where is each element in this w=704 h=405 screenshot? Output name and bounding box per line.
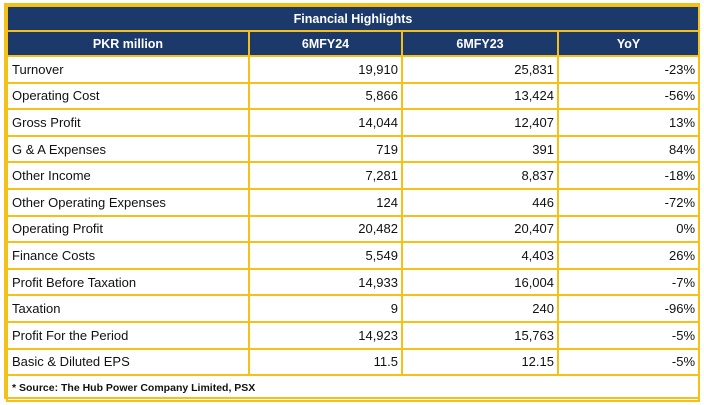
cell-metric-label: Other Income bbox=[6, 161, 250, 190]
cell-6mfy23-value: 12.15 bbox=[401, 347, 559, 377]
cell-6mfy23-value: 12,407 bbox=[401, 108, 559, 137]
cell-6mfy23-value: 446 bbox=[401, 187, 559, 217]
cell-6mfy24-value: 9 bbox=[248, 294, 403, 323]
table-row: Turnover 19,910 25,831 -23% bbox=[6, 55, 701, 84]
financial-highlights-table: Financial Highlights PKR million 6MFY24 … bbox=[5, 5, 701, 403]
cell-metric-label: G & A Expenses bbox=[6, 134, 250, 164]
cell-6mfy23-value: 13,424 bbox=[401, 81, 559, 111]
cell-metric-label: Turnover bbox=[6, 55, 250, 84]
cell-6mfy24-value: 5,866 bbox=[248, 81, 403, 111]
column-header-metric: PKR million bbox=[6, 30, 250, 57]
cell-metric-label: Profit Before Taxation bbox=[6, 267, 250, 297]
table-title: Financial Highlights bbox=[5, 5, 701, 32]
financial-highlights-panel: Financial Highlights PKR million 6MFY24 … bbox=[4, 3, 701, 403]
cell-6mfy24-value: 20,482 bbox=[248, 214, 403, 244]
table-row: Operating Cost 5,866 13,424 -56% bbox=[6, 81, 701, 111]
cell-6mfy24-value: 14,923 bbox=[248, 320, 403, 350]
table-row: Finance Costs 5,549 4,403 26% bbox=[6, 241, 701, 270]
table-row: G & A Expenses 719 391 84% bbox=[6, 134, 701, 164]
column-header-6mfy23: 6MFY23 bbox=[401, 30, 559, 57]
table-row: Gross Profit 14,044 12,407 13% bbox=[6, 108, 701, 137]
table-row: Profit Before Taxation 14,933 16,004 -7% bbox=[6, 267, 701, 297]
column-header-row: PKR million 6MFY24 6MFY23 YoY bbox=[6, 30, 701, 57]
cell-metric-label: Operating Cost bbox=[6, 81, 250, 111]
cell-6mfy24-value: 5,549 bbox=[248, 241, 403, 270]
cell-6mfy23-value: 8,837 bbox=[401, 161, 559, 190]
cell-yoy-value: -72% bbox=[556, 187, 701, 217]
cell-6mfy24-value: 719 bbox=[248, 134, 403, 164]
cell-6mfy23-value: 16,004 bbox=[401, 267, 559, 297]
cell-6mfy24-value: 124 bbox=[248, 187, 403, 217]
cell-yoy-value: 26% bbox=[556, 241, 701, 270]
cell-yoy-value: -23% bbox=[556, 55, 701, 84]
table-row: Other Income 7,281 8,837 -18% bbox=[6, 161, 701, 190]
cell-metric-label: Basic & Diluted EPS bbox=[6, 347, 250, 377]
table-row: Operating Profit 20,482 20,407 0% bbox=[6, 214, 701, 244]
cell-6mfy23-value: 20,407 bbox=[401, 214, 559, 244]
source-footnote: * Source: The Hub Power Company Limited,… bbox=[5, 374, 701, 403]
cell-yoy-value: -5% bbox=[556, 320, 701, 350]
cell-metric-label: Taxation bbox=[6, 294, 250, 323]
cell-6mfy24-value: 7,281 bbox=[248, 161, 403, 190]
cell-yoy-value: 0% bbox=[556, 214, 701, 244]
cell-6mfy24-value: 19,910 bbox=[248, 55, 403, 84]
cell-metric-label: Other Operating Expenses bbox=[6, 187, 250, 217]
footnote-row: * Source: The Hub Power Company Limited,… bbox=[5, 374, 701, 403]
cell-yoy-value: -18% bbox=[556, 161, 701, 190]
cell-metric-label: Finance Costs bbox=[6, 241, 250, 270]
table-title-row: Financial Highlights bbox=[5, 5, 701, 32]
cell-metric-label: Profit For the Period bbox=[6, 320, 250, 350]
cell-yoy-value: -56% bbox=[556, 81, 701, 111]
cell-yoy-value: 13% bbox=[556, 108, 701, 137]
table-body: Turnover 19,910 25,831 -23% Operating Cost 5,… bbox=[6, 55, 701, 377]
column-header-yoy: YoY bbox=[556, 30, 701, 57]
table-row: Basic & Diluted EPS 11.5 12.15 -5% bbox=[6, 347, 701, 377]
cell-6mfy23-value: 4,403 bbox=[401, 241, 559, 270]
cell-6mfy23-value: 240 bbox=[401, 294, 559, 323]
cell-6mfy23-value: 25,831 bbox=[401, 55, 559, 84]
cell-metric-label: Gross Profit bbox=[6, 108, 250, 137]
cell-6mfy23-value: 391 bbox=[401, 134, 559, 164]
cell-metric-label: Operating Profit bbox=[6, 214, 250, 244]
cell-yoy-value: -96% bbox=[556, 294, 701, 323]
table-row: Profit For the Period 14,923 15,763 -5% bbox=[6, 320, 701, 350]
cell-yoy-value: -5% bbox=[556, 347, 701, 377]
cell-6mfy23-value: 15,763 bbox=[401, 320, 559, 350]
cell-6mfy24-value: 11.5 bbox=[248, 347, 403, 377]
column-header-6mfy24: 6MFY24 bbox=[248, 30, 403, 57]
cell-yoy-value: -7% bbox=[556, 267, 701, 297]
table-row: Taxation 9 240 -96% bbox=[6, 294, 701, 323]
cell-6mfy24-value: 14,044 bbox=[248, 108, 403, 137]
cell-6mfy24-value: 14,933 bbox=[248, 267, 403, 297]
table-row: Other Operating Expenses 124 446 -72% bbox=[6, 187, 701, 217]
cell-yoy-value: 84% bbox=[556, 134, 701, 164]
